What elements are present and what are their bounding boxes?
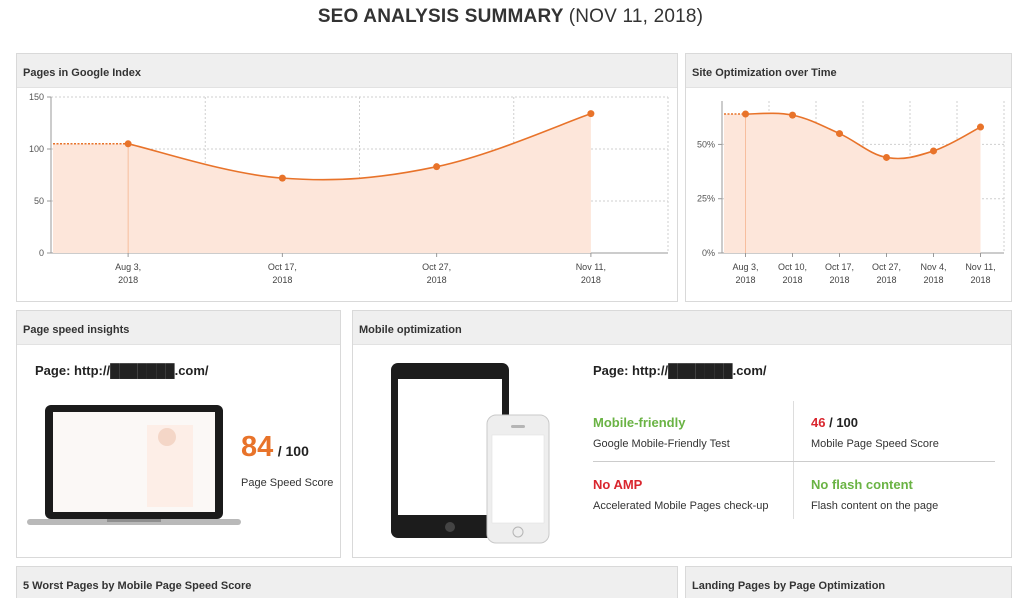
mobile-friendly-sub: Google Mobile-Friendly Test	[593, 438, 730, 450]
landing-pages-title: Landing Pages by Page Optimization	[692, 580, 886, 592]
site-optimization-xtick-label: Oct 17, 2018	[825, 262, 854, 285]
page-speed-score-label: Page Speed Score	[241, 477, 334, 489]
mobile-speed-score: 46	[811, 415, 826, 430]
site-optimization-point	[930, 147, 937, 155]
site-optimization-xtick-label: Oct 27, 2018	[872, 262, 901, 285]
mobile-optimization-title: Mobile optimization	[359, 324, 462, 336]
mobile-url: Page: http://███████.com/	[593, 363, 767, 378]
site-optimization-xtick-label: Nov 11, 2018	[965, 262, 995, 285]
worst-pages-header: 5 Worst Pages by Mobile Page Speed Score	[17, 567, 677, 598]
site-optimization-panel: Site Optimization over Time 0% 25% 50% Aug …	[685, 53, 1012, 302]
amp-sub: Accelerated Mobile Pages check-up	[593, 500, 769, 512]
site-optimization-area	[724, 113, 981, 254]
page-speed-header: Page speed insights	[17, 311, 340, 345]
google-index-ytick-label: 100	[29, 144, 44, 154]
google-index-xtick-label: Nov 11, 2018	[576, 262, 606, 285]
google-index-ytick-label: 150	[29, 92, 44, 102]
google-index-point	[587, 110, 595, 118]
page-speed-score-value: 84	[241, 431, 274, 463]
mobile-optimization-panel: Mobile optimization Page: http://███████…	[352, 310, 1012, 558]
site-optimization-point	[883, 153, 890, 161]
google-index-point	[278, 174, 286, 182]
flash-sub: Flash content on the page	[811, 500, 939, 512]
worst-pages-title: 5 Worst Pages by Mobile Page Speed Score	[23, 580, 252, 592]
google-index-xtick-label: Oct 17, 2018	[268, 262, 297, 285]
site-optimization-point	[789, 111, 796, 119]
site-optimization-xtick-label: Nov 4, 2018	[920, 262, 946, 285]
laptop-icon	[27, 405, 241, 525]
site-optimization-point	[977, 123, 984, 131]
mobile-divider-vertical	[793, 401, 794, 519]
google-index-ytick-label: 50	[34, 196, 44, 206]
page-title: SEO ANALYSIS SUMMARY (NOV 11, 2018)	[0, 6, 1021, 28]
google-index-point	[124, 140, 132, 148]
site-optimization-ytick-label: 25%	[697, 194, 715, 204]
google-index-ytick-label: 0	[39, 248, 44, 258]
amp-cell: No AMP Accelerated Mobile Pages check-up	[593, 477, 768, 512]
site-optimization-ytick-label: 50%	[697, 139, 715, 149]
mobile-friendly-cell: Mobile-friendly Google Mobile-Friendly T…	[593, 415, 730, 450]
google-index-chart: 0 50 100 150 Aug 3, 2018 Oct 17, 2018 Oct 27, 201…	[29, 92, 669, 285]
google-index-series-line	[127, 112, 592, 181]
site-optimization-ytick-label: 0%	[702, 248, 715, 258]
site-optimization-point	[836, 130, 843, 138]
mobile-friendly-status: Mobile-friendly	[593, 415, 686, 430]
page-speed-score: 84 / 100	[241, 431, 309, 464]
landing-pages-panel: Landing Pages by Page Optimization	[685, 566, 1012, 598]
google-index-header: Pages in Google Index	[17, 54, 677, 88]
devices-icon	[391, 363, 550, 544]
google-index-xtick-label: Oct 27, 2018	[422, 262, 451, 285]
worst-pages-panel: 5 Worst Pages by Mobile Page Speed Score	[16, 566, 678, 598]
google-index-title: Pages in Google Index	[23, 67, 141, 79]
flash-cell: No flash content Flash content on the pa…	[811, 477, 938, 512]
page-speed-title: Page speed insights	[23, 324, 130, 336]
mobile-speed-cell: 46 / 100 Mobile Page Speed Score	[811, 415, 939, 450]
mobile-optimization-header: Mobile optimization	[353, 311, 1011, 345]
google-index-panel: Pages in Google Index 0 50 100 150 Aug 3, 201…	[16, 53, 678, 302]
site-optimization-point	[742, 110, 749, 118]
mobile-divider-horizontal	[593, 461, 995, 462]
site-optimization-xtick-label: Aug 3, 2018	[732, 262, 758, 285]
page-title-date: (NOV 11, 2018)	[568, 6, 704, 27]
google-index-xtick-label: Aug 3, 2018	[115, 262, 141, 285]
page-title-text: SEO ANALYSIS SUMMARY	[317, 6, 564, 27]
landing-pages-header: Landing Pages by Page Optimization	[686, 567, 1011, 598]
site-optimization-xtick-label: Oct 10, 2018	[778, 262, 807, 285]
page-speed-panel: Page speed insights Page: http://███████…	[16, 310, 341, 558]
site-optimization-title: Site Optimization over Time	[692, 67, 837, 79]
site-optimization-header: Site Optimization over Time	[686, 54, 1011, 88]
site-optimization-chart: 0% 25% 50% Aug 3, 2018 Oct 10, 2018 Oct 17, 2018…	[697, 101, 1005, 285]
page-speed-url: Page: http://███████.com/	[35, 363, 209, 378]
mobile-speed-max: / 100	[829, 415, 859, 430]
google-index-point	[433, 163, 441, 171]
mobile-speed-sub: Mobile Page Speed Score	[811, 438, 939, 450]
google-index-area	[53, 113, 591, 253]
flash-status: No flash content	[811, 477, 913, 492]
amp-status: No AMP	[593, 477, 643, 492]
page-speed-score-max: / 100	[277, 443, 309, 459]
site-optimization-series-line	[745, 112, 981, 160]
